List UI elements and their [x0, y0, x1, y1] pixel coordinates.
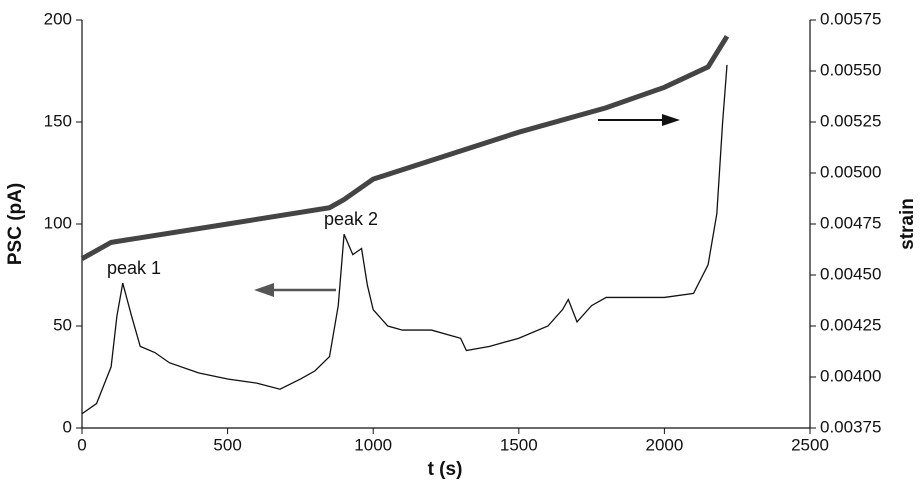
y-tick-label: 50	[53, 315, 72, 334]
x-tick-label: 1000	[354, 435, 392, 454]
arrow	[598, 114, 680, 126]
arrow	[254, 283, 336, 297]
y2-axis-title: strain	[897, 198, 918, 250]
annotation: peak 2	[324, 209, 378, 229]
y2-tick-label: 0.00400	[820, 366, 881, 385]
line-series	[81, 64, 728, 415]
x-tick-label: 500	[213, 435, 241, 454]
y-tick-label: 200	[44, 9, 72, 28]
y2-tick-label: 0.00425	[820, 315, 881, 334]
y2-tick-label: 0.00450	[820, 264, 881, 283]
y2-tick-label: 0.00575	[820, 9, 881, 28]
y2-tick-label: 0.00500	[820, 162, 881, 181]
y-tick-label: 150	[44, 111, 72, 130]
x-tick-label: 0	[77, 435, 86, 454]
x-tick-label: 1500	[500, 435, 538, 454]
y2-tick-label: 0.00550	[820, 60, 881, 79]
y2-tick-label: 0.00525	[820, 111, 881, 130]
y-axis-title: PSC (pA)	[5, 183, 26, 265]
y-tick-label: 100	[44, 213, 72, 232]
y2-tick-label: 0.00375	[820, 417, 881, 436]
y-tick-label: 0	[63, 417, 72, 436]
annotation: peak 1	[107, 258, 161, 278]
y2-tick-label: 0.00475	[820, 213, 881, 232]
line-series	[80, 35, 730, 261]
x-axis-title: t (s)	[428, 459, 463, 480]
x-tick-label: 2500	[791, 435, 829, 454]
x-tick-label: 2000	[645, 435, 683, 454]
